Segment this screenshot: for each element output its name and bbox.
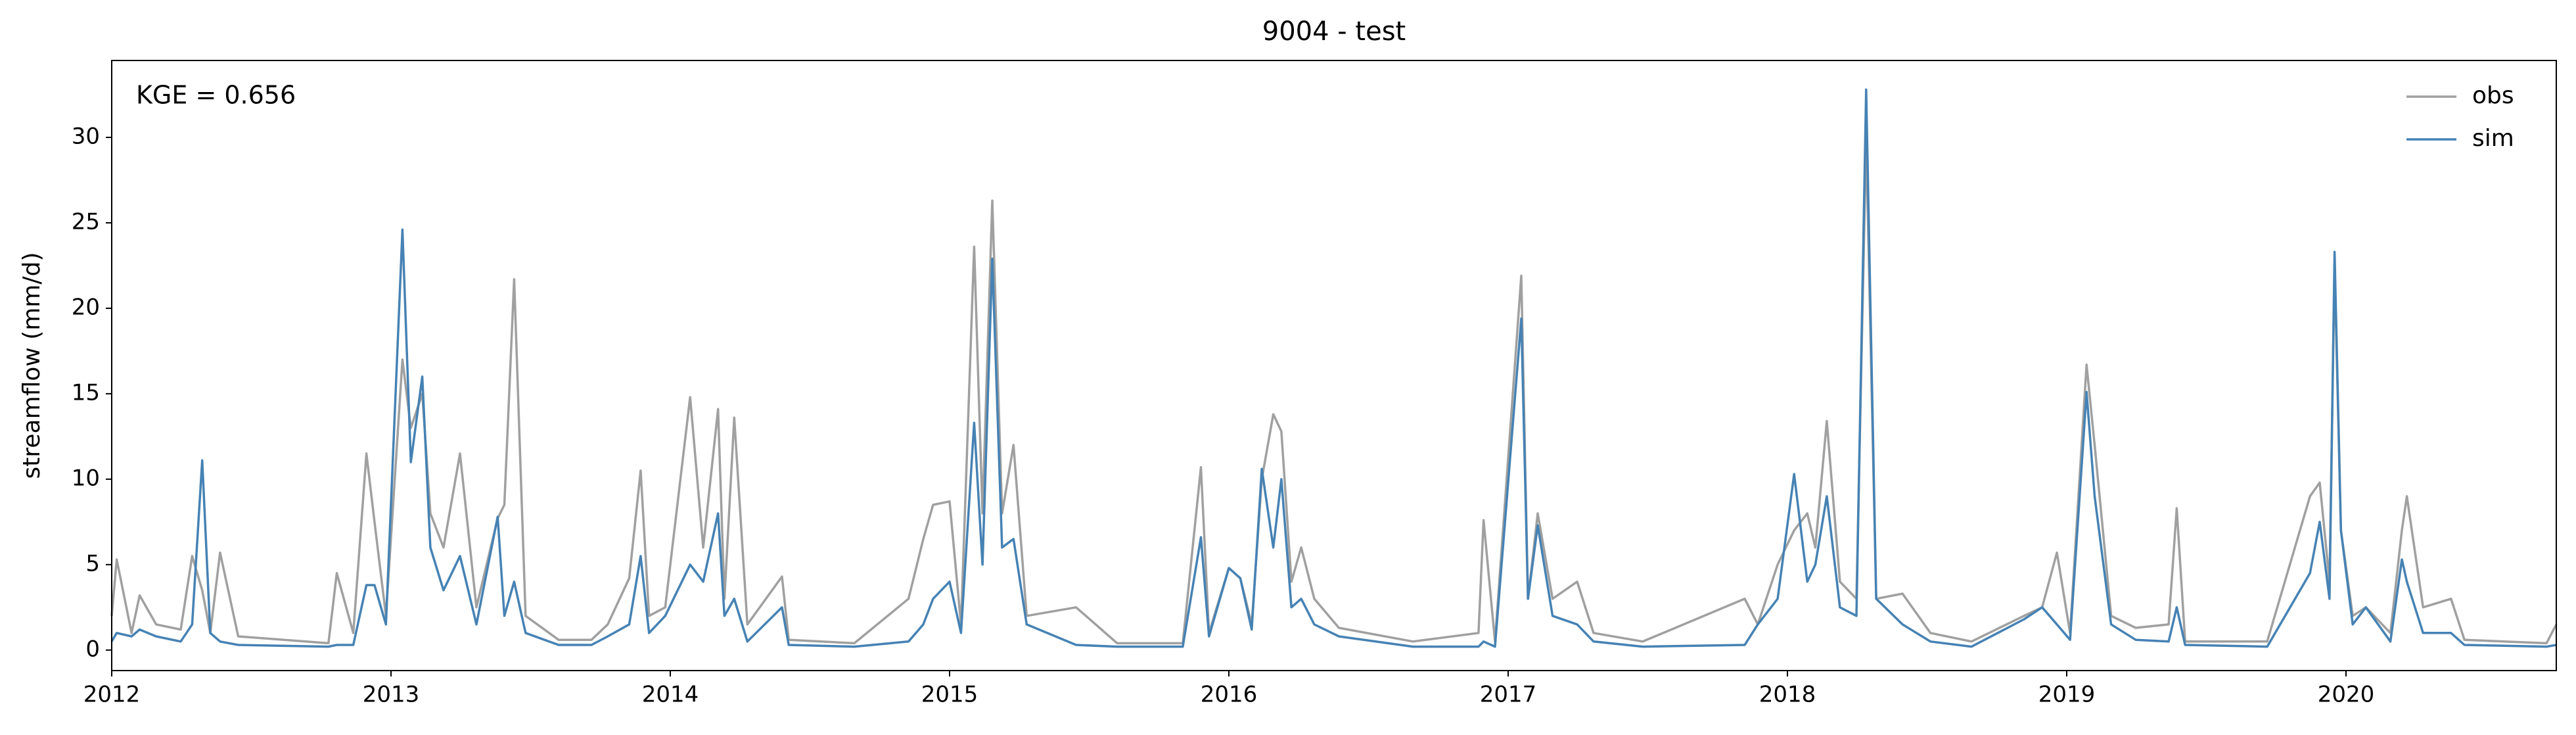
x-tick-label: 2016	[1201, 682, 1258, 708]
y-tick-label: 25	[72, 208, 100, 235]
x-tick-label: 2018	[1759, 682, 1816, 708]
x-tick-label: 2012	[83, 682, 141, 708]
y-tick-label: 20	[72, 294, 100, 320]
x-tick-label: 2014	[642, 682, 699, 708]
legend-label: sim	[2472, 125, 2514, 152]
series-line	[110, 88, 2557, 648]
y-tick-label: 30	[72, 123, 100, 149]
annotation: KGE = 0.656	[136, 81, 296, 110]
y-tick-label: 15	[72, 379, 100, 406]
y-axis-label: streamflow (mm/d)	[18, 252, 45, 479]
y-tick-label: 0	[85, 636, 100, 662]
y-tick-label: 10	[72, 465, 100, 491]
x-tick-label: 2015	[921, 682, 978, 708]
legend-label: obs	[2472, 82, 2514, 109]
series-line	[110, 136, 2558, 645]
x-tick-label: 2013	[363, 682, 420, 708]
plot-frame	[111, 60, 2557, 671]
chart-title: 9004 - test	[1262, 16, 1406, 47]
x-tick-label: 2017	[1480, 682, 1537, 708]
x-tick-label: 2020	[2318, 682, 2375, 708]
x-tick-label: 2019	[2038, 682, 2096, 708]
y-tick-label: 5	[85, 550, 100, 577]
